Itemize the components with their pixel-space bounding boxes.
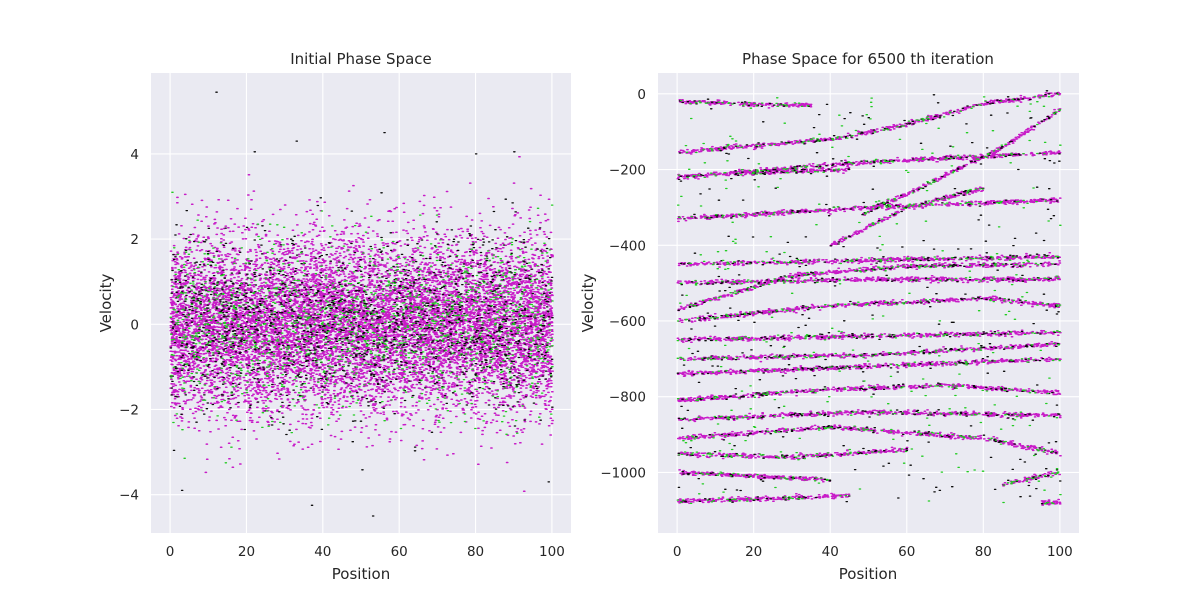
x-tick-label: 80 — [467, 544, 484, 560]
x-tick-label: 40 — [314, 544, 331, 560]
x-axis-label: Position — [839, 565, 897, 583]
x-tick-label: 20 — [238, 544, 255, 560]
y-axis-label: Velocity — [97, 273, 115, 332]
scatter-points — [169, 91, 554, 517]
scatter-points-green — [676, 93, 1062, 505]
scatter-points-dark — [676, 90, 1062, 505]
x-tick-label: 100 — [539, 544, 565, 560]
y-tick-label: 4 — [130, 147, 139, 163]
x-tick-label: 0 — [673, 544, 682, 560]
x-tick-label: 0 — [166, 544, 175, 560]
x-tick-label: 20 — [745, 544, 762, 560]
tick-labels: 0 20 40 60 80 100 −4 −2 0 2 4 — [119, 147, 565, 560]
chart-title: Phase Space for 6500 th iteration — [742, 50, 994, 68]
x-tick-label: 100 — [1047, 544, 1073, 560]
x-tick-label: 80 — [975, 544, 992, 560]
y-tick-label: −600 — [609, 314, 646, 330]
y-tick-label: −400 — [609, 238, 646, 254]
chart-title: Initial Phase Space — [290, 50, 432, 68]
x-axis-label: Position — [332, 565, 390, 583]
scatter-points — [676, 90, 1062, 506]
y-tick-label: 0 — [130, 317, 139, 333]
x-tick-label: 60 — [898, 544, 915, 560]
scatter-points-magenta — [676, 91, 1062, 506]
iteration-phase-space-panel: 0 20 40 60 80 100 0 −200 −400 −600 −800 −1000 Phase… — [579, 50, 1079, 583]
y-tick-label: −200 — [609, 163, 646, 179]
x-tick-label: 60 — [391, 544, 408, 560]
y-tick-label: 2 — [130, 232, 139, 248]
x-tick-label: 40 — [822, 544, 839, 560]
y-tick-label: −800 — [609, 390, 646, 406]
y-tick-label: −1000 — [600, 465, 646, 481]
scatter-points-green — [169, 191, 554, 464]
y-axis-label: Velocity — [579, 273, 597, 332]
y-tick-label: −2 — [119, 402, 139, 418]
y-tick-label: 0 — [637, 87, 646, 103]
y-tick-label: −4 — [119, 488, 139, 504]
tick-labels: 0 20 40 60 80 100 0 −200 −400 −600 −800 −1000 — [600, 87, 1072, 560]
